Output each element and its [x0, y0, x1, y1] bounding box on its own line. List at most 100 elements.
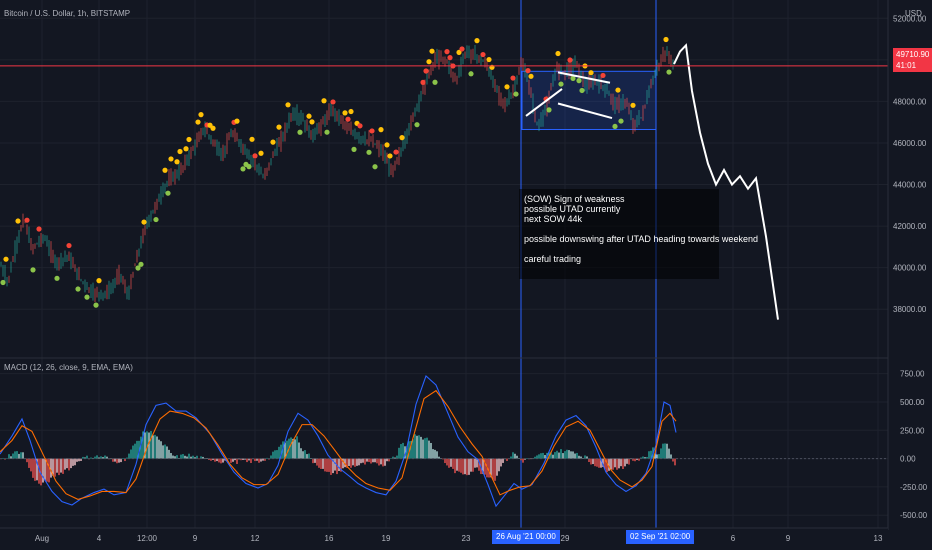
- macd-hist-bar: [66, 458, 68, 469]
- macd-hist-bar: [306, 454, 308, 459]
- signal-dot: [399, 135, 405, 141]
- macd-hist-bar: [142, 431, 144, 459]
- macd-hist-bar: [404, 446, 406, 459]
- macd-hist-bar: [18, 453, 20, 459]
- macd-hist-bar: [550, 451, 552, 459]
- signal-dot: [468, 71, 474, 77]
- signal-dot: [447, 55, 453, 61]
- macd-hist-bar: [310, 458, 312, 459]
- channel-lines[interactable]: [525, 71, 613, 120]
- signal-dot: [525, 68, 531, 74]
- macd-hist-bar: [402, 442, 404, 459]
- crosshair-date-left: 26 Aug '21 00:00: [492, 530, 560, 544]
- macd-hist-bar: [136, 440, 138, 459]
- time-axis[interactable]: [0, 528, 888, 550]
- macd-hist-bar: [54, 458, 56, 477]
- macd-hist-bar: [674, 458, 676, 466]
- macd-hist-bar: [364, 458, 366, 465]
- macd-hist-bar: [158, 439, 160, 459]
- macd-hist-bar: [68, 458, 70, 471]
- macd-hist-bar: [348, 458, 350, 466]
- chart-title: Bitcoin / U.S. Dollar, 1h, BITSTAMP: [4, 9, 130, 18]
- macd-hist-bar: [48, 458, 50, 483]
- signal-dot: [366, 149, 372, 155]
- macd-hist-bar: [428, 440, 430, 459]
- macd-tick-label: 0.00: [900, 455, 916, 464]
- macd-hist-bar: [26, 458, 28, 463]
- signal-dot: [309, 119, 315, 125]
- macd-hist-bar: [442, 458, 444, 460]
- macd-hist-bar: [90, 457, 92, 459]
- macd-hist-bar: [256, 458, 258, 461]
- macd-lines: [0, 374, 677, 508]
- macd-hist-bar: [594, 458, 596, 467]
- macd-hist-bar: [182, 454, 184, 459]
- macd-hist-bar: [242, 458, 244, 460]
- macd-hist-bar: [104, 455, 106, 459]
- macd-hist-bar: [330, 458, 332, 475]
- signal-dot: [378, 127, 384, 133]
- macd-hist-bar: [194, 457, 196, 459]
- macd-hist-bar: [20, 452, 22, 459]
- macd-hist-bar: [470, 458, 472, 472]
- macd-hist-bar: [38, 458, 40, 484]
- macd-hist-bar: [542, 452, 544, 459]
- macd-hist-bar: [390, 458, 392, 459]
- macd-hist-bar: [308, 453, 310, 459]
- macd-hist-bar: [148, 432, 150, 459]
- macd-hist-bar: [168, 449, 170, 459]
- annotation-box[interactable]: (SOW) Sign of weakness possible UTAD cur…: [519, 189, 758, 279]
- bar-countdown: 41:01: [896, 61, 917, 70]
- price-axis[interactable]: [888, 0, 932, 530]
- signal-dot: [393, 149, 399, 155]
- macd-hist-bar: [292, 438, 294, 459]
- macd-hist-bar: [578, 455, 580, 459]
- signal-dot: [141, 219, 147, 225]
- signal-dot: [459, 46, 465, 52]
- signal-dot: [342, 110, 348, 116]
- macd-hist-bar: [482, 458, 484, 474]
- macd-hist-bar: [462, 458, 464, 475]
- time-tick-label: 16: [325, 534, 334, 543]
- signal-dot: [168, 156, 174, 162]
- macd-hist-bar: [520, 458, 522, 461]
- signal-dot: [195, 119, 201, 125]
- macd-hist-bar: [416, 435, 418, 459]
- macd-hist-bar: [216, 458, 218, 462]
- macd-tick-label: 750.00: [900, 370, 925, 379]
- signal-dot: [546, 107, 552, 113]
- macd-hist-bar: [338, 458, 340, 471]
- signal-dot: [3, 256, 9, 262]
- last-price-value: 49710.90: [896, 50, 930, 59]
- macd-hist-bar: [202, 456, 204, 459]
- signal-dot: [429, 48, 435, 54]
- macd-hist-bar: [518, 458, 520, 459]
- macd-hist-bar: [240, 458, 242, 461]
- signal-dot: [183, 146, 189, 152]
- macd-hist-bar: [648, 451, 650, 459]
- macd-hist-bar: [286, 440, 288, 459]
- macd-hist-bar: [248, 458, 250, 461]
- macd-hist-bar: [592, 458, 594, 465]
- signal-dot: [369, 128, 375, 134]
- macd-axis-ticks: 750.00 500.00 250.00 0.00 -250.00 -500.00: [900, 370, 928, 521]
- time-axis-ticks: Aug 4 12:00 9 12 16 19 23 29 6 9 13: [35, 534, 883, 543]
- price-tick-label: 46000.00: [893, 139, 927, 148]
- macd-hist-bar: [188, 453, 190, 459]
- macd-hist-bar: [646, 456, 648, 459]
- signal-dot: [510, 75, 516, 81]
- macd-hist-bar: [626, 458, 628, 464]
- price-tick-label: 40000.00: [893, 264, 927, 273]
- signal-dot: [423, 68, 429, 74]
- macd-hist-bar: [366, 458, 368, 462]
- macd-hist-bar: [16, 451, 18, 459]
- projection-line[interactable]: [673, 43, 779, 320]
- macd-hist-bar: [644, 457, 646, 459]
- macd-hist-bar: [118, 458, 120, 463]
- time-tick-label: Aug: [35, 534, 49, 543]
- macd-tick-label: -250.00: [900, 483, 928, 492]
- signal-dot: [426, 59, 432, 65]
- macd-hist-bar: [492, 458, 494, 480]
- macd-hist-bar: [464, 458, 466, 475]
